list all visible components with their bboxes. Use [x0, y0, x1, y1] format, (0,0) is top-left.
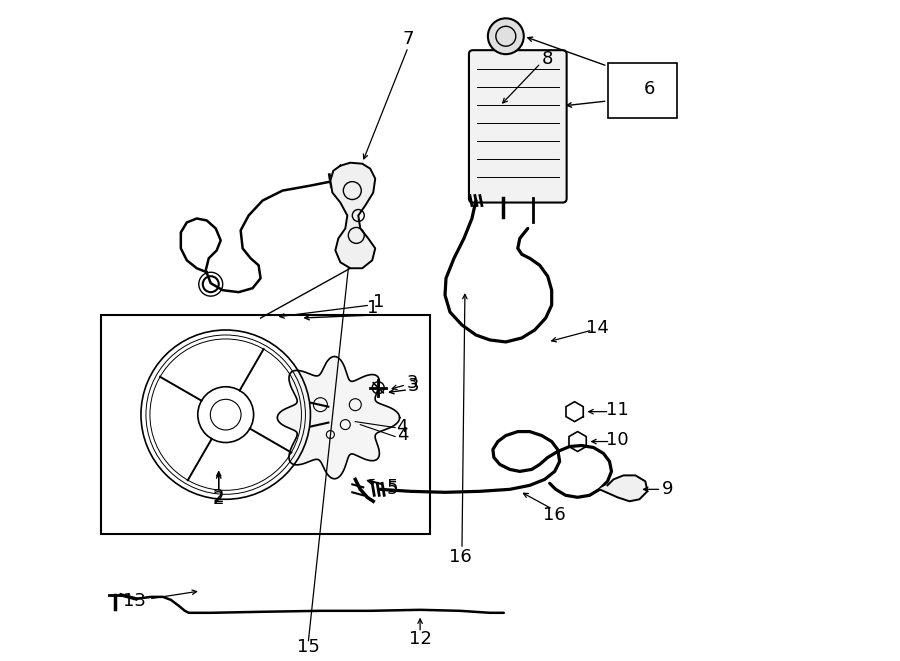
Circle shape [488, 19, 524, 54]
Text: 16: 16 [448, 548, 472, 566]
Text: 9: 9 [662, 481, 673, 498]
Text: 3: 3 [408, 377, 418, 395]
Polygon shape [330, 163, 375, 268]
Text: 5: 5 [386, 481, 398, 498]
Text: 7: 7 [402, 30, 414, 48]
Text: 2: 2 [213, 490, 224, 508]
Bar [608, 63, 678, 118]
Polygon shape [277, 356, 400, 479]
Bar [101, 315, 430, 534]
Text: 8: 8 [542, 50, 554, 68]
Text: 16: 16 [544, 506, 566, 524]
Text: 14: 14 [586, 319, 609, 337]
Text: 1: 1 [366, 299, 378, 317]
Text: 1: 1 [373, 293, 384, 311]
Text: 4: 4 [396, 418, 408, 436]
Text: 6: 6 [644, 80, 655, 98]
Text: 13: 13 [123, 592, 146, 610]
Text: 4: 4 [398, 426, 409, 444]
Polygon shape [599, 475, 647, 501]
Text: 15: 15 [297, 638, 320, 656]
Text: 2: 2 [213, 488, 224, 506]
Text: 5: 5 [386, 479, 398, 496]
Text: 3: 3 [407, 373, 418, 392]
Text: 11: 11 [606, 401, 629, 418]
Text: 12: 12 [409, 630, 431, 648]
FancyBboxPatch shape [469, 50, 567, 202]
Text: 10: 10 [607, 430, 629, 449]
